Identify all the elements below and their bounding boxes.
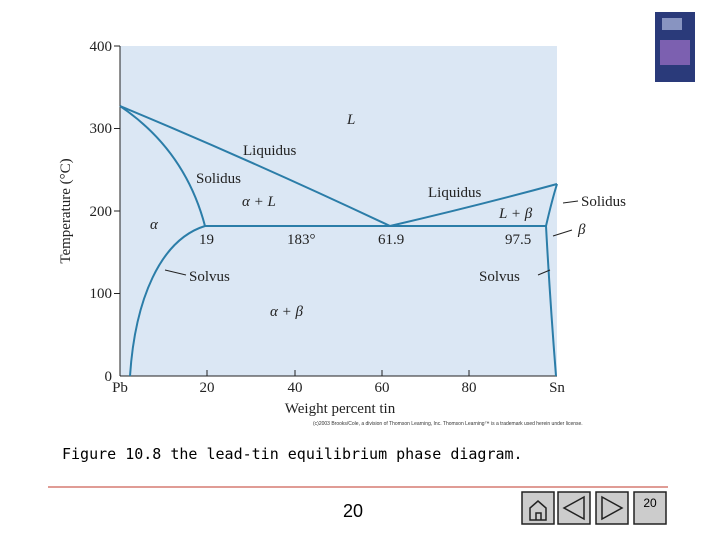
- y-tick-label: 100: [90, 286, 113, 302]
- x-tick-label: 60: [375, 380, 390, 396]
- region-label: β: [577, 222, 586, 238]
- curve-label: Liquidus: [428, 185, 481, 201]
- nav-buttons[interactable]: [521, 491, 667, 525]
- region-label: L + β: [498, 206, 533, 222]
- y-tick-label: 300: [90, 121, 113, 137]
- point-label: 61.9: [378, 232, 404, 248]
- region-label: α + β: [270, 304, 303, 320]
- axes: [114, 45, 557, 377]
- region-label: L: [346, 112, 355, 128]
- book-cover: [655, 12, 695, 82]
- x-tick-label: 80: [462, 380, 477, 396]
- copyright: (c)2003 Brooks/Cole, a division of Thoms…: [313, 421, 583, 427]
- page-number: 20: [343, 501, 363, 521]
- curve-label: Solidus: [196, 171, 241, 187]
- nav-page: 20: [643, 496, 657, 510]
- y-tick-label: 400: [90, 39, 113, 55]
- y-axis-title: Temperature (°C): [58, 158, 74, 263]
- point-label: 97.5: [505, 232, 531, 248]
- x-tick-label: 40: [288, 380, 303, 396]
- plot-area: [120, 46, 557, 376]
- pointers: [164, 200, 579, 276]
- curve-label: Solidus: [581, 194, 626, 210]
- region-label: α + L: [242, 194, 276, 210]
- phase-curves: [119, 105, 558, 377]
- x-tick-label: Sn: [549, 380, 565, 396]
- caption: Figure 10.8 the lead-tin equilibrium pha…: [62, 445, 523, 463]
- curve-label: Solvus: [189, 269, 230, 285]
- point-label: 183°: [287, 232, 316, 248]
- x-tick-label: Pb: [112, 380, 128, 396]
- y-tick-label: 0: [105, 369, 113, 385]
- y-tick-label: 200: [90, 204, 113, 220]
- curve-label: Liquidus: [243, 143, 296, 159]
- x-axis-title: Weight percent tin: [285, 401, 396, 417]
- region-label: α: [150, 217, 159, 233]
- point-label: 19: [199, 232, 214, 248]
- x-tick-label: 20: [200, 380, 215, 396]
- curve-label: Solvus: [479, 269, 520, 285]
